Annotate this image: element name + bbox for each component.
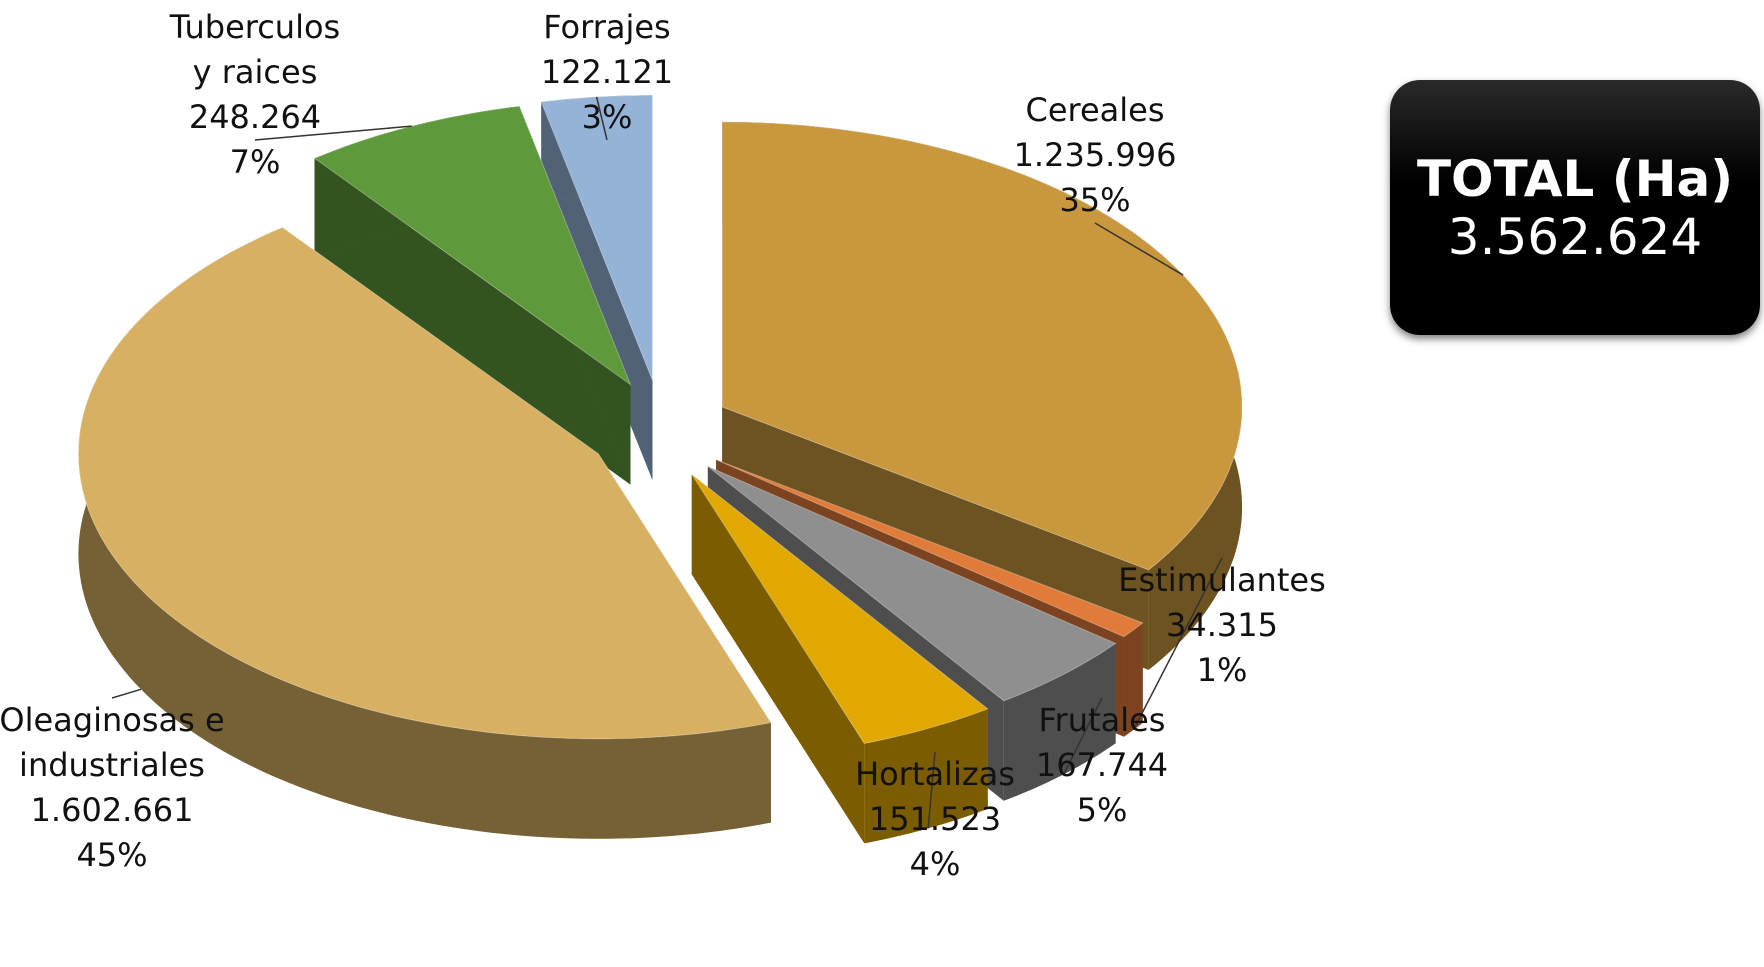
percent-label: 3% [581,98,633,136]
slice-label: Tuberculos y raices 248.264 7% [160,5,350,185]
percent-label: 7% [229,143,281,181]
slice [77,226,772,740]
total-title: TOTAL (Ha) [1416,149,1734,208]
slice-side [691,474,865,844]
slice-label: Hortalizas 151.523 4% [825,752,1045,887]
slice-shade [691,474,865,844]
category-label: Hortalizas [855,755,1015,793]
leader-line [1062,697,1103,775]
slice-label: Frutales 167.744 5% [1002,698,1202,833]
category-label: Tuberculos y raices [169,8,341,91]
percent-label: 35% [1059,181,1131,219]
leader-line [254,125,412,141]
value-label: 122.121 [540,53,674,91]
value-label: 1.602.661 [30,791,194,829]
slice [691,474,989,744]
slice-shade [78,227,771,839]
category-label: Cereales [1025,91,1165,129]
slice-side [314,158,631,485]
slice-label: Estimulantes 34.315 1% [1092,558,1352,693]
slice-side [1003,643,1116,801]
leader-line [927,751,936,829]
slice-label: Oleaginosas e industriales 1.602.661 45% [0,698,227,878]
slice-side [1123,622,1143,737]
value-label: 34.315 [1166,606,1278,644]
slice-side [78,227,771,839]
leader-line [1132,557,1223,731]
slice-shade [864,708,988,844]
category-label: Forrajes [543,8,671,46]
percent-label: 5% [1076,791,1128,829]
category-label: Oleaginosas e industriales [0,701,225,784]
slice [716,459,1144,638]
leader-line [111,688,142,699]
leader-line [595,96,608,141]
slice-label: Forrajes 122.121 3% [507,5,707,140]
leader-line [1094,222,1184,276]
slice-shade [1123,622,1143,737]
total-box: TOTAL (Ha) 3.562.624 [1390,80,1760,335]
slice-shade [1003,643,1116,801]
percent-label: 1% [1196,651,1248,689]
value-label: 248.264 [188,98,322,136]
slice-side [864,708,988,844]
slice-label: Cereales 1.235.996 35% [995,88,1195,223]
value-label: 1.235.996 [1013,136,1177,174]
slice [707,466,1117,702]
slice-shade [314,158,631,485]
percent-label: 45% [76,836,148,874]
category-label: Frutales [1038,701,1166,739]
total-value: 3.562.624 [1447,207,1703,266]
percent-label: 4% [909,845,961,883]
value-label: 167.744 [1035,746,1169,784]
category-label: Estimulantes [1118,561,1326,599]
value-label: 151.523 [868,800,1002,838]
